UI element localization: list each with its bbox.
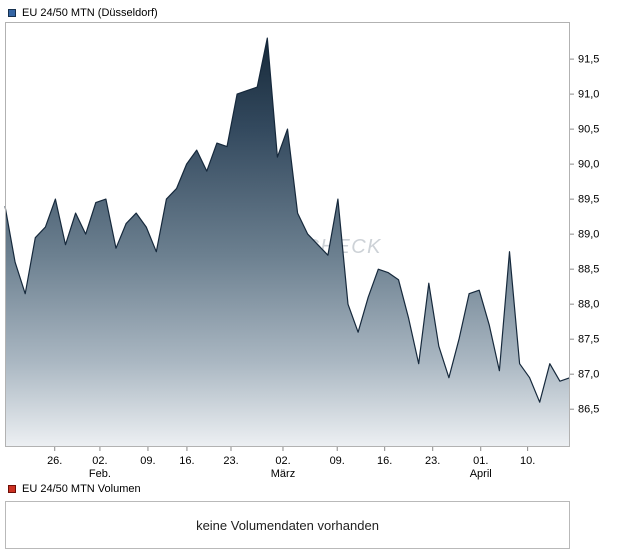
svg-text:90,0: 90,0 [578,159,599,171]
svg-text:88,5: 88,5 [578,264,599,276]
svg-text:01.: 01. [473,455,488,467]
svg-text:86,5: 86,5 [578,404,599,416]
y-axis-labels: 91,5 91,0 90,5 90,0 89,5 89,0 88,5 88,0 87,5 87,0… [570,54,599,416]
svg-text:91,0: 91,0 [578,89,599,101]
svg-text:09.: 09. [140,455,155,467]
svg-text:89,5: 89,5 [578,194,599,206]
price-series-swatch [8,8,16,17]
svg-text:87,0: 87,0 [578,369,599,381]
svg-text:91,5: 91,5 [578,54,599,66]
price-chart: AKTIENCHECK91,591,090,590,089,589,088,58… [4,22,599,480]
volume-series-swatch [8,485,16,493]
svg-text:89,0: 89,0 [578,229,599,241]
svg-text:Feb.: Feb. [89,468,111,480]
svg-text:10.: 10. [520,455,535,467]
volume-empty-box: keine Volumendaten vorhanden [5,501,570,549]
price-chart-title: EU 24/50 MTN (Düsseldorf) [22,6,158,19]
volume-empty-message: keine Volumendaten vorhanden [196,517,379,533]
svg-text:16.: 16. [179,455,194,467]
x-axis-labels: 26. 02. 09. 16. 23. 02. 09. 16. 23. 01. 10. Feb. Mär… [47,447,535,480]
svg-text:26.: 26. [47,455,62,467]
svg-text:16.: 16. [377,455,392,467]
svg-text:23.: 23. [223,455,238,467]
price-chart-header: EU 24/50 MTN (Düsseldorf) [0,0,620,20]
svg-text:23.: 23. [425,455,440,467]
svg-text:88,0: 88,0 [578,299,599,311]
volume-title: EU 24/50 MTN Volumen [22,483,141,495]
volume-header: EU 24/50 MTN Volumen [0,482,620,496]
price-line [4,37,571,403]
price-area [5,38,570,447]
svg-text:87,5: 87,5 [578,334,599,346]
svg-text:02.: 02. [275,455,290,467]
svg-text:09.: 09. [330,455,345,467]
svg-text:April: April [470,468,492,480]
svg-text:90,5: 90,5 [578,124,599,136]
svg-text:März: März [271,468,295,480]
svg-text:02.: 02. [92,455,107,467]
